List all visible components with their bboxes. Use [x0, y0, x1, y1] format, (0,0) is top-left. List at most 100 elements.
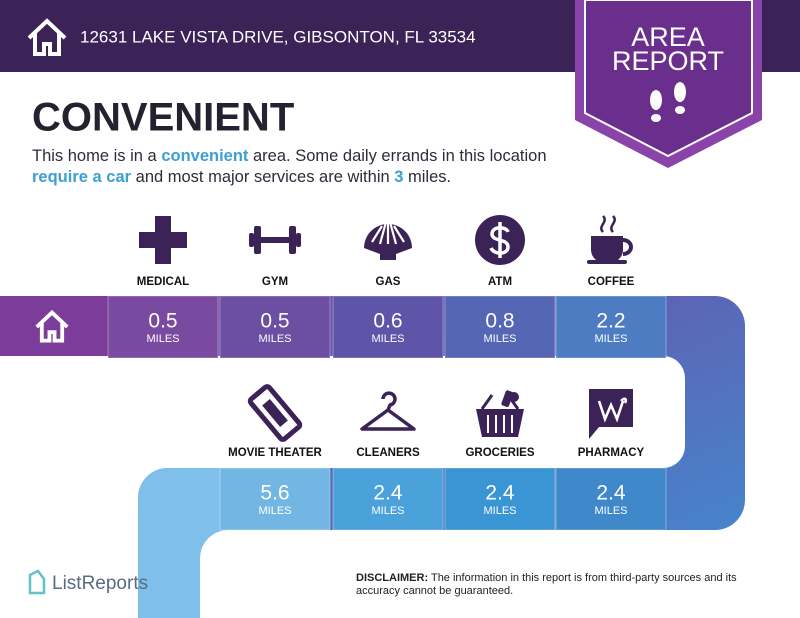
footprints-icon — [650, 82, 686, 122]
amenity-distance: 5.6 — [260, 482, 289, 505]
icon-shape — [378, 221, 388, 245]
icon-shape — [589, 389, 633, 439]
amenity-icon — [364, 220, 412, 260]
amenity-label: MOVIE THEATER — [228, 447, 322, 459]
distance-unit: MILES — [483, 333, 516, 345]
icon-shape — [296, 233, 301, 247]
header-home-icon — [27, 18, 67, 56]
icon-shape — [247, 384, 303, 442]
icon-shape — [388, 221, 398, 245]
amenity-distance: 0.6 — [373, 310, 402, 333]
description-text: area. Some daily errands in this locatio… — [248, 147, 547, 165]
icon-shape — [597, 397, 628, 423]
amenity-cell — [444, 295, 556, 359]
description-text: and most major services are within — [131, 168, 395, 186]
amenity-label: GYM — [262, 276, 288, 288]
amenity-label: ATM — [488, 276, 512, 288]
amenity-icon — [360, 391, 416, 431]
amenity-label: COFFEE — [588, 276, 635, 288]
icon-shape — [622, 238, 633, 256]
amenity-icon — [249, 226, 301, 254]
amenity-cell — [219, 467, 331, 531]
highlight-text: 3 — [394, 168, 404, 186]
amenity-label: PHARMACY — [578, 447, 645, 459]
foot — [650, 90, 662, 110]
brand-logo — [28, 569, 46, 595]
icon-shape — [261, 237, 289, 243]
amenity-distance: 2.4 — [373, 482, 403, 505]
icon-shape — [289, 226, 296, 254]
disclaimer-text: The information in this report is from t… — [356, 572, 737, 597]
icon-shape — [247, 384, 303, 442]
distance-unit: MILES — [594, 333, 627, 345]
icon-shape — [262, 399, 288, 427]
amenity-distance: 0.8 — [485, 310, 514, 333]
foot — [674, 82, 686, 102]
icon-shape — [591, 236, 623, 264]
logo-mark — [28, 569, 46, 595]
amenity-cell — [219, 295, 331, 359]
disclaimer: DISCLAIMER: The information in this repo… — [356, 572, 776, 598]
icon-shape — [393, 225, 405, 243]
badge-line: AREA — [631, 22, 705, 52]
disclaimer-label: DISCLAIMER: — [356, 572, 429, 584]
icon-shape — [509, 392, 519, 402]
amenity-cell — [555, 295, 667, 359]
amenity-label: GAS — [376, 276, 401, 288]
distance-unit: MILES — [371, 333, 404, 345]
amenity-distance: 2.4 — [485, 482, 515, 505]
icon-shape — [600, 215, 616, 233]
distance-unit: MILES — [371, 505, 404, 517]
icon-shape — [139, 216, 187, 264]
amenity-label: GROCERIES — [465, 447, 534, 459]
highlight-text: convenient — [161, 147, 249, 165]
icon-shape — [254, 226, 261, 254]
amenity-icon — [476, 390, 524, 437]
amenity-label: MEDICAL — [137, 276, 189, 288]
amenity-cell — [444, 467, 556, 531]
route-band-lower — [138, 468, 228, 618]
icon-shape — [360, 391, 416, 431]
description-text: miles. — [403, 168, 452, 186]
amenity-distance: 2.2 — [596, 310, 625, 333]
home-icon-shape — [27, 18, 67, 56]
icon-shape — [371, 225, 383, 243]
amenity-icon — [475, 215, 525, 265]
description-text: This home is in a — [32, 147, 162, 165]
amenity-icon — [139, 216, 187, 264]
amenity-icon — [247, 384, 303, 442]
distance-unit: MILES — [483, 505, 516, 517]
amenity-icon — [587, 215, 633, 264]
heel — [651, 114, 661, 122]
amenity-label: CLEANERS — [356, 447, 420, 459]
address: 12631 LAKE VISTA DRIVE, GIBSONTON, FL 33… — [80, 27, 476, 46]
amenity-distance: 0.5 — [148, 310, 177, 333]
brand: ListReports — [52, 573, 148, 594]
icon-shape — [587, 260, 627, 264]
distance-unit: MILES — [594, 505, 627, 517]
description: This home is in a convenient area. Some … — [32, 146, 572, 188]
icon-shape — [249, 233, 254, 247]
amenity-cell — [332, 295, 444, 359]
home-cell — [0, 296, 108, 356]
amenity-icon — [589, 389, 633, 439]
highlight-text: require a car — [32, 168, 132, 186]
distance-unit: MILES — [146, 333, 179, 345]
rating: CONVENIENT — [32, 96, 294, 140]
heel — [675, 106, 685, 114]
icon-shape — [476, 409, 524, 437]
home-icon-shape — [35, 309, 69, 343]
amenity-distance: 0.5 — [260, 310, 289, 333]
distance-unit: MILES — [258, 505, 291, 517]
icon-shape — [489, 222, 510, 258]
amenity-cell — [107, 295, 219, 359]
band-home-icon — [35, 309, 69, 343]
badge-inner — [584, 0, 753, 158]
badge-line: REPORT — [612, 46, 724, 76]
distance-unit: MILES — [258, 333, 291, 345]
amenity-distance: 2.4 — [596, 482, 626, 505]
amenity-cell — [332, 467, 444, 531]
amenity-cell — [555, 467, 667, 531]
